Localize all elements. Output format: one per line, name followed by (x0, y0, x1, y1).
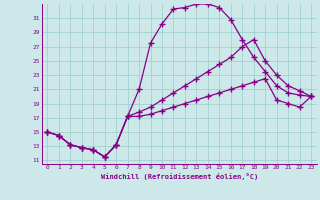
X-axis label: Windchill (Refroidissement éolien,°C): Windchill (Refroidissement éolien,°C) (100, 173, 258, 180)
